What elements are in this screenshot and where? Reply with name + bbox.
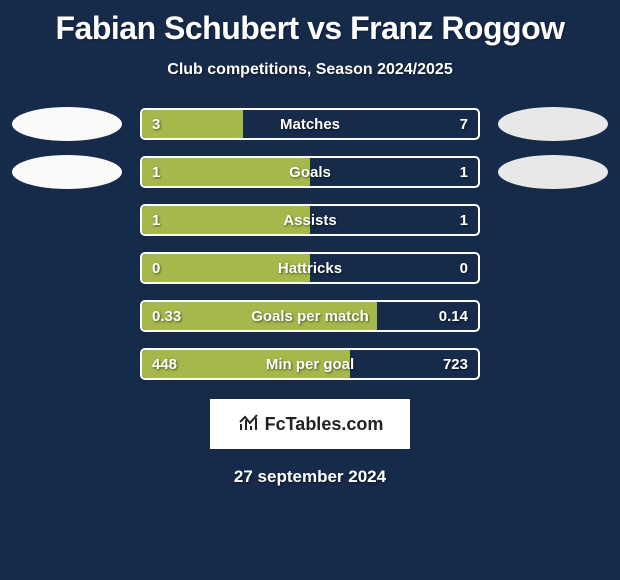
logo-text: FcTables.com — [265, 414, 384, 435]
spacer — [498, 347, 608, 381]
metric-value-left: 1 — [152, 206, 160, 234]
page-subtitle: Club competitions, Season 2024/2025 — [0, 61, 620, 79]
metric-value-left: 0.33 — [152, 302, 181, 330]
spacer — [12, 299, 122, 333]
fctables-logo: FcTables.com — [210, 399, 410, 449]
player-marker-left — [12, 155, 122, 189]
metric-row: 37Matches — [0, 107, 620, 141]
player-marker-right — [498, 155, 608, 189]
spacer — [498, 203, 608, 237]
metric-bar: 00Hattricks — [140, 252, 480, 284]
comparison-chart: 37Matches11Goals11Assists00Hattricks0.33… — [0, 107, 620, 381]
player-marker-right — [498, 107, 608, 141]
metric-value-right: 1 — [460, 158, 468, 186]
metric-row: 11Goals — [0, 155, 620, 189]
spacer — [12, 251, 122, 285]
metric-bar-fill — [142, 158, 310, 186]
metric-value-left: 448 — [152, 350, 177, 378]
metric-value-left: 0 — [152, 254, 160, 282]
metric-value-right: 0.14 — [439, 302, 468, 330]
metric-bar-fill — [142, 206, 310, 234]
metric-value-left: 1 — [152, 158, 160, 186]
metric-bar: 37Matches — [140, 108, 480, 140]
spacer — [498, 299, 608, 333]
metric-bar: 448723Min per goal — [140, 348, 480, 380]
metric-row: 11Assists — [0, 203, 620, 237]
metric-bar: 0.330.14Goals per match — [140, 300, 480, 332]
metric-value-right: 723 — [443, 350, 468, 378]
date-line: 27 september 2024 — [0, 467, 620, 487]
spacer — [12, 347, 122, 381]
spacer — [12, 203, 122, 237]
spacer — [498, 251, 608, 285]
metric-value-left: 3 — [152, 110, 160, 138]
metric-bar-fill — [142, 254, 310, 282]
metric-bar: 11Goals — [140, 156, 480, 188]
metric-bar: 11Assists — [140, 204, 480, 236]
chart-icon — [237, 412, 261, 436]
page-title: Fabian Schubert vs Franz Roggow — [0, 0, 620, 47]
metric-row: 00Hattricks — [0, 251, 620, 285]
player-marker-left — [12, 107, 122, 141]
metric-value-right: 0 — [460, 254, 468, 282]
metric-row: 0.330.14Goals per match — [0, 299, 620, 333]
metric-row: 448723Min per goal — [0, 347, 620, 381]
metric-value-right: 7 — [460, 110, 468, 138]
metric-value-right: 1 — [460, 206, 468, 234]
